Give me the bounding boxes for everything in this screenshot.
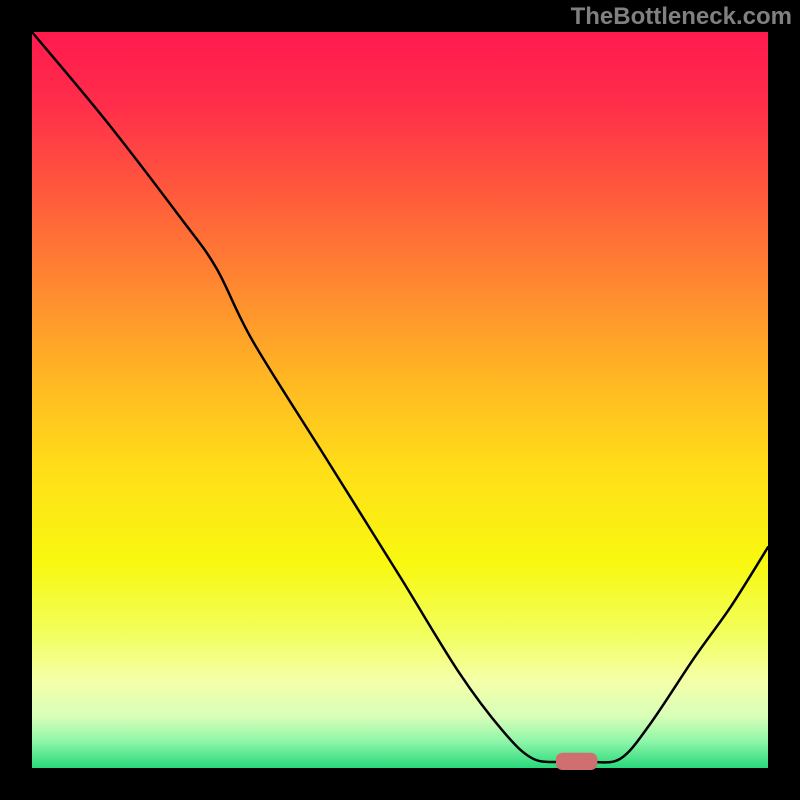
plot-background xyxy=(32,32,768,768)
chart-container: TheBottleneck.com xyxy=(0,0,800,800)
watermark-text: TheBottleneck.com xyxy=(571,3,792,31)
bottleneck-chart xyxy=(0,0,800,800)
optimal-marker xyxy=(556,753,596,769)
